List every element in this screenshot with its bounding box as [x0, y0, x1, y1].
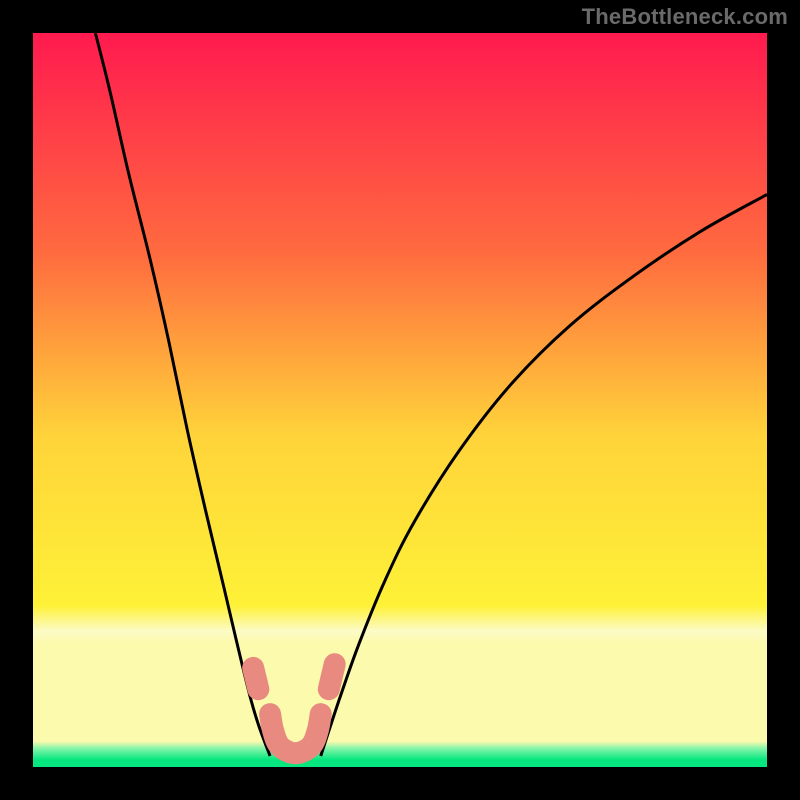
- marker-left-dots: [253, 668, 258, 689]
- watermark-text: TheBottleneck.com: [582, 4, 788, 30]
- marker-right-dots: [329, 664, 335, 689]
- bottleneck-chart: [0, 0, 800, 800]
- plot-area: [33, 33, 767, 767]
- chart-frame: TheBottleneck.com: [0, 0, 800, 800]
